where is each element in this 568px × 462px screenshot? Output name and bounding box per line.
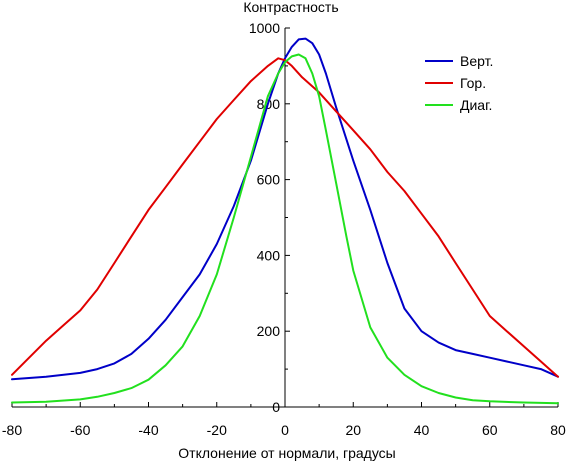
x-tick-label: 80	[550, 422, 566, 438]
x-tick-label: 40	[414, 422, 430, 438]
x-tick-label: -40	[138, 422, 158, 438]
x-tick-label: -60	[70, 422, 90, 438]
x-tick-label: 0	[281, 422, 289, 438]
y-axis-title: Контрастность	[243, 0, 338, 15]
x-axis-title: Отклонение от нормали, градусы	[178, 445, 395, 461]
legend-label-1: Верт.	[460, 53, 493, 69]
series-line-3	[11, 53, 559, 405]
y-tick-label: 600	[257, 172, 281, 188]
series-line-1	[11, 37, 559, 381]
legend-label-3: Диаг.	[460, 97, 492, 113]
y-tick-label: 400	[257, 247, 281, 263]
y-tick-label: 0	[272, 399, 280, 415]
x-tick-label: 60	[482, 422, 498, 438]
chart-legend: Верт. Гор. Диаг.	[425, 53, 493, 113]
y-tick-label: 1000	[249, 20, 280, 36]
x-tick-label: 20	[345, 422, 361, 438]
y-tick-label: 200	[257, 323, 281, 339]
series-line-2	[11, 57, 559, 378]
legend-label-2: Гор.	[460, 75, 486, 91]
x-tick-label: -80	[2, 422, 22, 438]
series-layer	[11, 37, 559, 405]
x-tick-label: -20	[207, 422, 227, 438]
